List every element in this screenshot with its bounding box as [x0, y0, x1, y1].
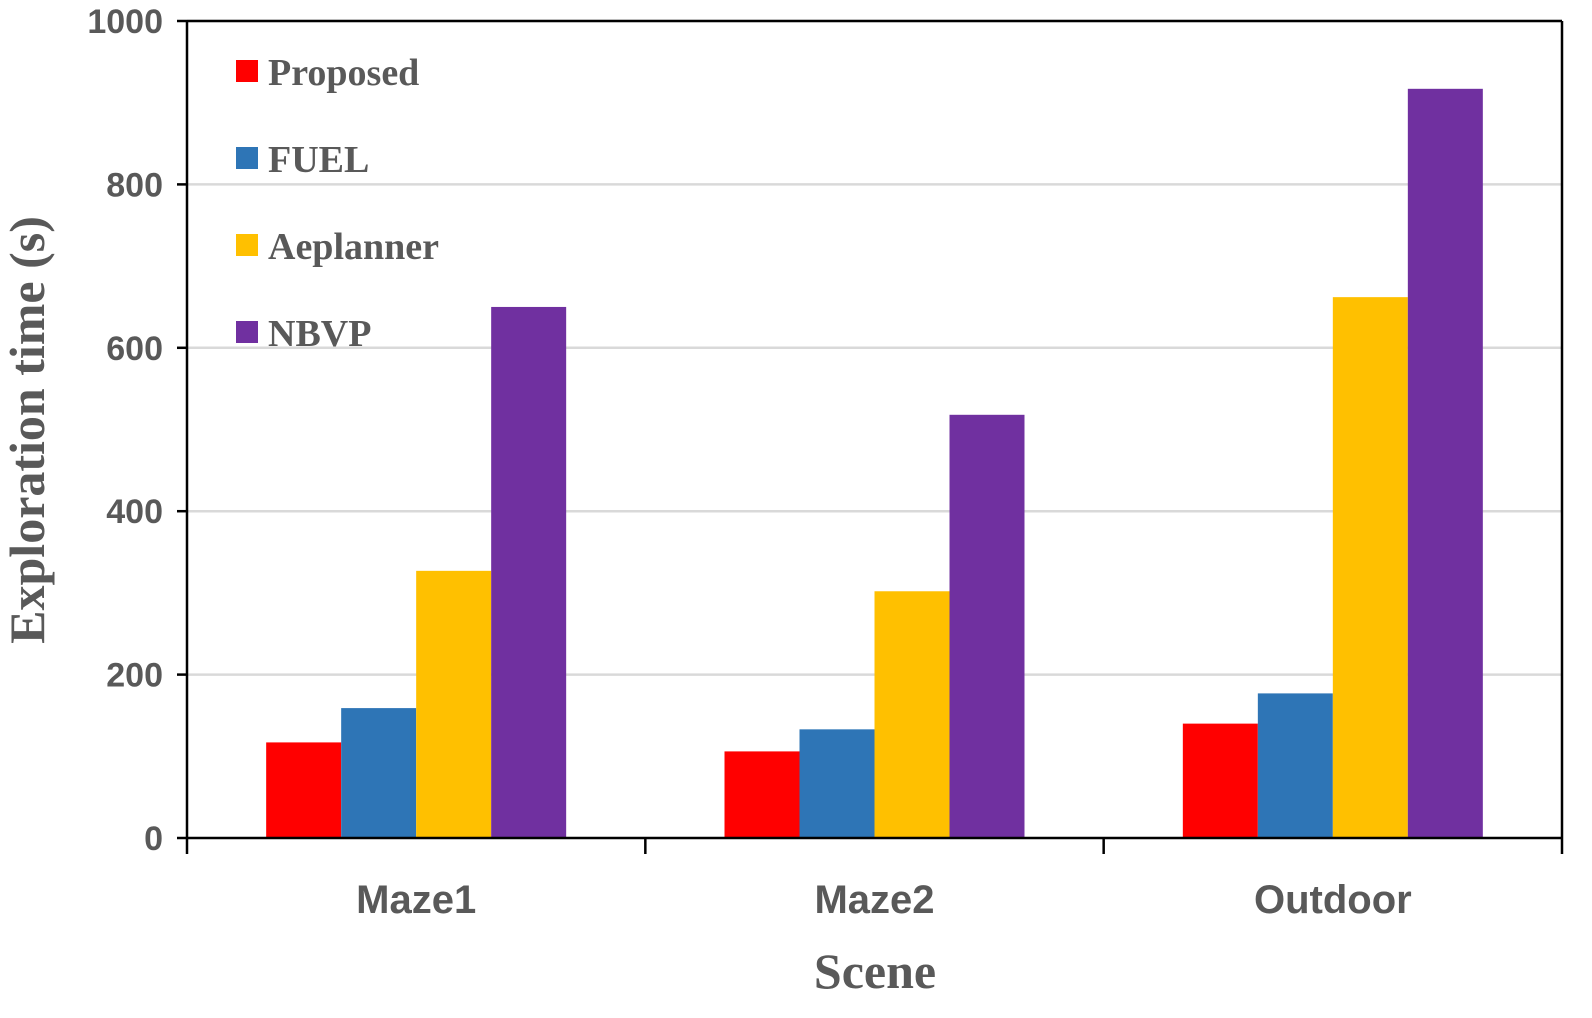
x-tick-label: Maze2	[814, 878, 934, 922]
legend-swatch-nbvp	[236, 321, 258, 343]
bar-proposed-maze1	[266, 742, 342, 838]
x-tick-label: Outdoor	[1254, 878, 1412, 922]
bar-fuel-outdoor	[1257, 693, 1333, 838]
bars	[266, 88, 1483, 839]
bar-aeplanner-maze2	[874, 591, 950, 838]
bar-proposed-maze2	[724, 751, 800, 838]
legend-label-aeplanner: Aeplanner	[268, 226, 439, 268]
y-tick-label: 600	[106, 330, 163, 368]
bar-nbvp-maze2	[949, 414, 1025, 838]
bar-aeplanner-maze1	[416, 570, 492, 838]
legend-label-proposed: Proposed	[268, 52, 419, 94]
legend-swatch-proposed	[236, 60, 258, 82]
bar-fuel-maze2	[799, 729, 875, 838]
x-axis-title: Scene	[814, 943, 936, 999]
y-tick-label: 1000	[87, 3, 163, 41]
bar-fuel-maze1	[341, 708, 417, 838]
y-tick-label: 200	[106, 657, 163, 695]
bar-aeplanner-outdoor	[1332, 297, 1408, 838]
y-tick-label: 400	[106, 493, 163, 531]
x-tick-labels: Maze1 Maze2 Outdoor	[356, 878, 1412, 922]
axes	[177, 19, 1564, 854]
legend: Proposed FUEL Aeplanner NBVP	[236, 52, 439, 355]
y-tick-label: 0	[144, 820, 163, 858]
y-axis-title: Exploration time (s)	[0, 216, 55, 644]
legend-label-fuel: FUEL	[268, 139, 369, 181]
x-tick-label: Maze1	[356, 878, 476, 922]
bar-proposed-outdoor	[1182, 723, 1258, 838]
bar-nbvp-maze1	[491, 306, 567, 838]
legend-swatch-aeplanner	[236, 234, 258, 256]
legend-swatch-fuel	[236, 147, 258, 169]
legend-label-nbvp: NBVP	[268, 313, 371, 355]
bar-nbvp-outdoor	[1407, 88, 1483, 839]
y-tick-label: 800	[106, 166, 163, 204]
y-tick-labels: 0 200 400 600 800 1000	[87, 3, 163, 858]
